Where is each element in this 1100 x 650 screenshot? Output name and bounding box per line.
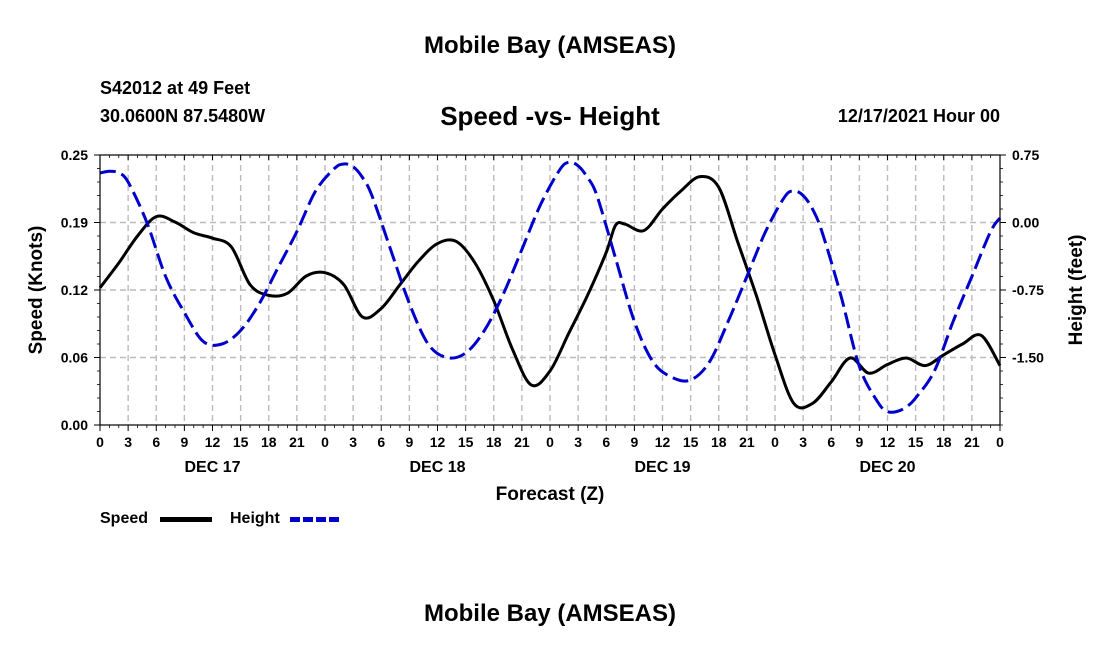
footer-title: Mobile Bay (AMSEAS) [423, 600, 677, 627]
y-left-tick-label: 0.00 [61, 417, 88, 433]
x-tick-label: 21 [964, 434, 980, 450]
x-tick-label: 18 [711, 434, 727, 450]
y-right-tick-label: 0.00 [1012, 215, 1039, 231]
x-tick-label: 0 [96, 434, 104, 450]
x-tick-label: 6 [377, 434, 385, 450]
x-tick-label: 15 [458, 434, 474, 450]
speed-series-line [98, 174, 1002, 410]
x-tick-label: 18 [261, 434, 277, 450]
axis-labels: Forecast (Z) Speed (Knots) Height (feet) [26, 226, 1087, 505]
y-left-tick-label: 0.12 [61, 282, 88, 298]
x-tick-label: 12 [880, 434, 896, 450]
x-tick-label: 15 [908, 434, 924, 450]
x-tick-label: 3 [124, 434, 132, 450]
x-tick-label: 12 [430, 434, 446, 450]
forecast-datetime: 12/17/2021 Hour 00 [837, 106, 1000, 126]
x-tick-label: 0 [996, 434, 1004, 450]
x-tick-label: 6 [602, 434, 610, 450]
station-label: S42012 at 49 Feet [100, 78, 251, 98]
x-tick-label: 21 [289, 434, 305, 450]
y-right-tick-label: -1.50 [1012, 350, 1044, 366]
y-right-tick-label: 0.75 [1012, 147, 1039, 163]
x-tick-label: 6 [827, 434, 835, 450]
day-label: DEC 17 [184, 459, 240, 476]
x-tick-label: 12 [655, 434, 671, 450]
x-tick-label: 3 [574, 434, 582, 450]
x-tick-label: 21 [739, 434, 755, 450]
chart-subtitle: Speed -vs- Height [440, 101, 660, 131]
x-tick-label: 9 [180, 434, 188, 450]
x-tick-label: 6 [152, 434, 160, 450]
y-axis-right-title: Height (feet) [1066, 235, 1087, 346]
x-tick-label: 3 [349, 434, 357, 450]
y-left-tick-label: 0.06 [61, 350, 88, 366]
x-tick-label: 12 [205, 434, 221, 450]
x-tick-label: 0 [771, 434, 779, 450]
coordinates-label: 30.0600N 87.5480W [100, 106, 266, 126]
x-tick-label: 3 [799, 434, 807, 450]
x-axis-title: Forecast (Z) [496, 484, 605, 505]
x-tick-label: 9 [405, 434, 413, 450]
legend-height-label: Height [230, 510, 280, 527]
legend-speed-label: Speed [100, 510, 149, 527]
y-axis-left-title: Speed (Knots) [26, 226, 47, 355]
x-tick-label: 18 [936, 434, 952, 450]
axis-ticks: 0 3 6 9 12 15 18 21 0 3 6 9 12 15 18 21 0 3 6 9 12 15 18 21 0 3 6 9… [61, 147, 1044, 476]
x-tick-label: 9 [630, 434, 638, 450]
y-left-tick-label: 0.19 [61, 215, 88, 231]
x-tick-label: 15 [683, 434, 699, 450]
x-tick-label: 9 [855, 434, 863, 450]
y-left-tick-label: 0.25 [61, 147, 88, 163]
legend-height-swatch [290, 517, 342, 522]
x-tick-label: 18 [486, 434, 502, 450]
chart-title: Mobile Bay (AMSEAS) [423, 32, 677, 59]
y-right-tick-label: -0.75 [1012, 282, 1044, 298]
x-tick-label: 0 [546, 434, 554, 450]
legend-speed-swatch [160, 517, 212, 522]
x-tick-label: 21 [514, 434, 530, 450]
x-tick-label: 0 [321, 434, 329, 450]
series-lines [98, 160, 1002, 414]
day-label: DEC 18 [409, 459, 465, 476]
height-series-line [99, 160, 1002, 414]
grid-lines [100, 155, 1000, 425]
day-label: DEC 19 [634, 459, 690, 476]
x-tick-label: 15 [233, 434, 249, 450]
day-label: DEC 20 [859, 459, 915, 476]
